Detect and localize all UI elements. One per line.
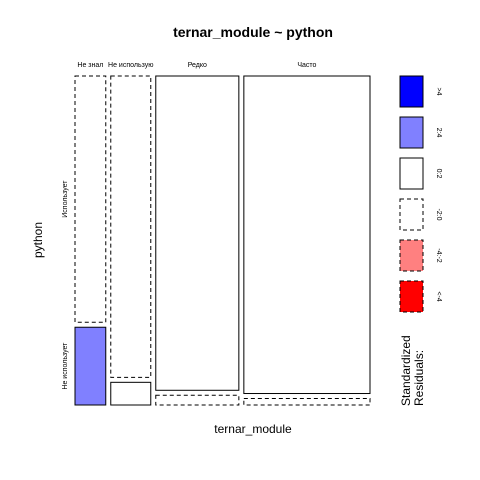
row-label: Использует bbox=[62, 180, 69, 218]
mosaic-tile bbox=[243, 75, 371, 395]
mosaic-tiles bbox=[74, 75, 371, 406]
column-label: Часто bbox=[297, 62, 316, 69]
legend-title-line-1: Standardized bbox=[399, 335, 413, 406]
mosaic-tile bbox=[155, 75, 240, 391]
legend-swatch bbox=[399, 157, 424, 190]
column-label: Не использую bbox=[108, 62, 153, 69]
mosaic-tile bbox=[74, 326, 107, 406]
mosaic-tile bbox=[74, 75, 107, 323]
legend: >4 2:4 0:2 -2:0 -4:-2 <-4 bbox=[399, 75, 442, 313]
legend-label: 0:2 bbox=[435, 169, 442, 179]
mosaic-tile bbox=[155, 394, 240, 406]
column-label: Не знал bbox=[77, 62, 103, 69]
legend-swatch bbox=[399, 116, 424, 149]
x-axis-label: ternar_module bbox=[214, 422, 292, 436]
y-axis-label: python bbox=[31, 222, 45, 258]
legend-swatch bbox=[399, 75, 424, 108]
mosaic-tile bbox=[243, 398, 371, 406]
legend-label: 2:4 bbox=[435, 128, 442, 138]
legend-swatch bbox=[399, 198, 424, 231]
legend-swatch bbox=[399, 280, 424, 313]
legend-label: -4:-2 bbox=[435, 248, 442, 263]
row-label: Не использует bbox=[62, 342, 69, 390]
column-labels: Не знал Не использую Редко Часто bbox=[77, 62, 316, 69]
legend-swatch bbox=[399, 239, 424, 272]
column-label: Редко bbox=[188, 62, 207, 69]
mosaic-tile bbox=[110, 381, 152, 406]
chart-title: ternar_module ~ python bbox=[173, 24, 333, 40]
legend-title-line-2: Residuals: bbox=[412, 350, 426, 406]
legend-label: -2:0 bbox=[435, 208, 442, 220]
legend-label: <-4 bbox=[435, 291, 442, 301]
legend-label: >4 bbox=[435, 88, 442, 96]
row-labels: Использует Не использует bbox=[62, 180, 69, 390]
mosaic-tile bbox=[110, 75, 152, 378]
